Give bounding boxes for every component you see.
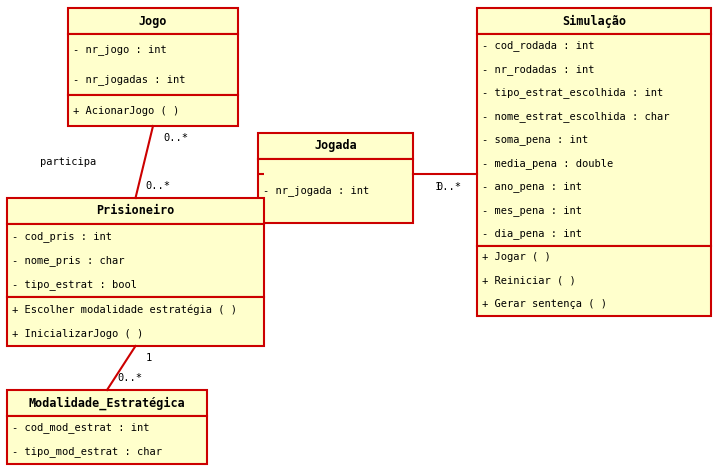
Text: Modalidade_Estratégica: Modalidade_Estratégica — [29, 396, 186, 410]
Text: - nr_jogo : int: - nr_jogo : int — [73, 44, 167, 55]
Text: 0..*: 0..* — [163, 133, 188, 143]
Bar — [68, 34, 238, 95]
Text: - mes_pena : int: - mes_pena : int — [482, 205, 582, 216]
Text: - tipo_estrat_escolhida : int: - tipo_estrat_escolhida : int — [482, 87, 663, 98]
Text: + Gerar sentença ( ): + Gerar sentença ( ) — [482, 299, 607, 309]
Bar — [477, 245, 711, 316]
Text: - nome_estrat_escolhida : char: - nome_estrat_escolhida : char — [482, 111, 669, 122]
Text: Simulação: Simulação — [562, 15, 626, 27]
Text: + Jogar ( ): + Jogar ( ) — [482, 252, 551, 262]
Text: - ano_pena : int: - ano_pena : int — [482, 181, 582, 192]
Text: Jogo: Jogo — [139, 15, 168, 27]
Text: 0..*: 0..* — [436, 182, 462, 192]
Bar — [477, 34, 711, 245]
Text: 0..*: 0..* — [117, 373, 142, 383]
Bar — [258, 159, 413, 223]
Text: - nr_jogada : int: - nr_jogada : int — [263, 185, 370, 196]
Text: - soma_pena : int: - soma_pena : int — [482, 135, 588, 145]
Text: 1: 1 — [435, 182, 441, 192]
Bar — [477, 8, 711, 34]
Text: - tipo_estrat : bool: - tipo_estrat : bool — [12, 279, 137, 290]
Text: + AcionarJogo ( ): + AcionarJogo ( ) — [73, 106, 179, 116]
Text: - media_pena : double: - media_pena : double — [482, 158, 613, 169]
Text: - nr_rodadas : int: - nr_rodadas : int — [482, 64, 595, 75]
Text: + Reiniciar ( ): + Reiniciar ( ) — [482, 276, 576, 286]
Text: + InicializarJogo ( ): + InicializarJogo ( ) — [12, 329, 143, 339]
Bar — [258, 133, 413, 159]
Bar — [7, 416, 207, 464]
Text: - cod_pris : int: - cod_pris : int — [12, 231, 112, 242]
Text: + Escolher modalidade estratégia ( ): + Escolher modalidade estratégia ( ) — [12, 304, 237, 315]
Text: participa: participa — [40, 157, 96, 167]
Text: - nome_pris : char: - nome_pris : char — [12, 255, 124, 266]
Text: 0..*: 0..* — [145, 181, 170, 191]
Text: - dia_pena : int: - dia_pena : int — [482, 228, 582, 239]
Bar — [7, 297, 264, 346]
Bar — [68, 8, 238, 34]
Bar — [7, 390, 207, 416]
Text: 1: 1 — [145, 353, 152, 363]
Text: Jogada: Jogada — [314, 140, 357, 152]
Bar — [7, 224, 264, 297]
Text: - tipo_mod_estrat : char: - tipo_mod_estrat : char — [12, 447, 162, 457]
Text: - cod_rodada : int: - cod_rodada : int — [482, 40, 595, 51]
Text: Prisioneiro: Prisioneiro — [96, 204, 175, 218]
Bar — [7, 198, 264, 224]
Text: - nr_jogadas : int: - nr_jogadas : int — [73, 75, 186, 85]
Text: - cod_mod_estrat : int: - cod_mod_estrat : int — [12, 422, 150, 433]
Bar — [68, 95, 238, 126]
